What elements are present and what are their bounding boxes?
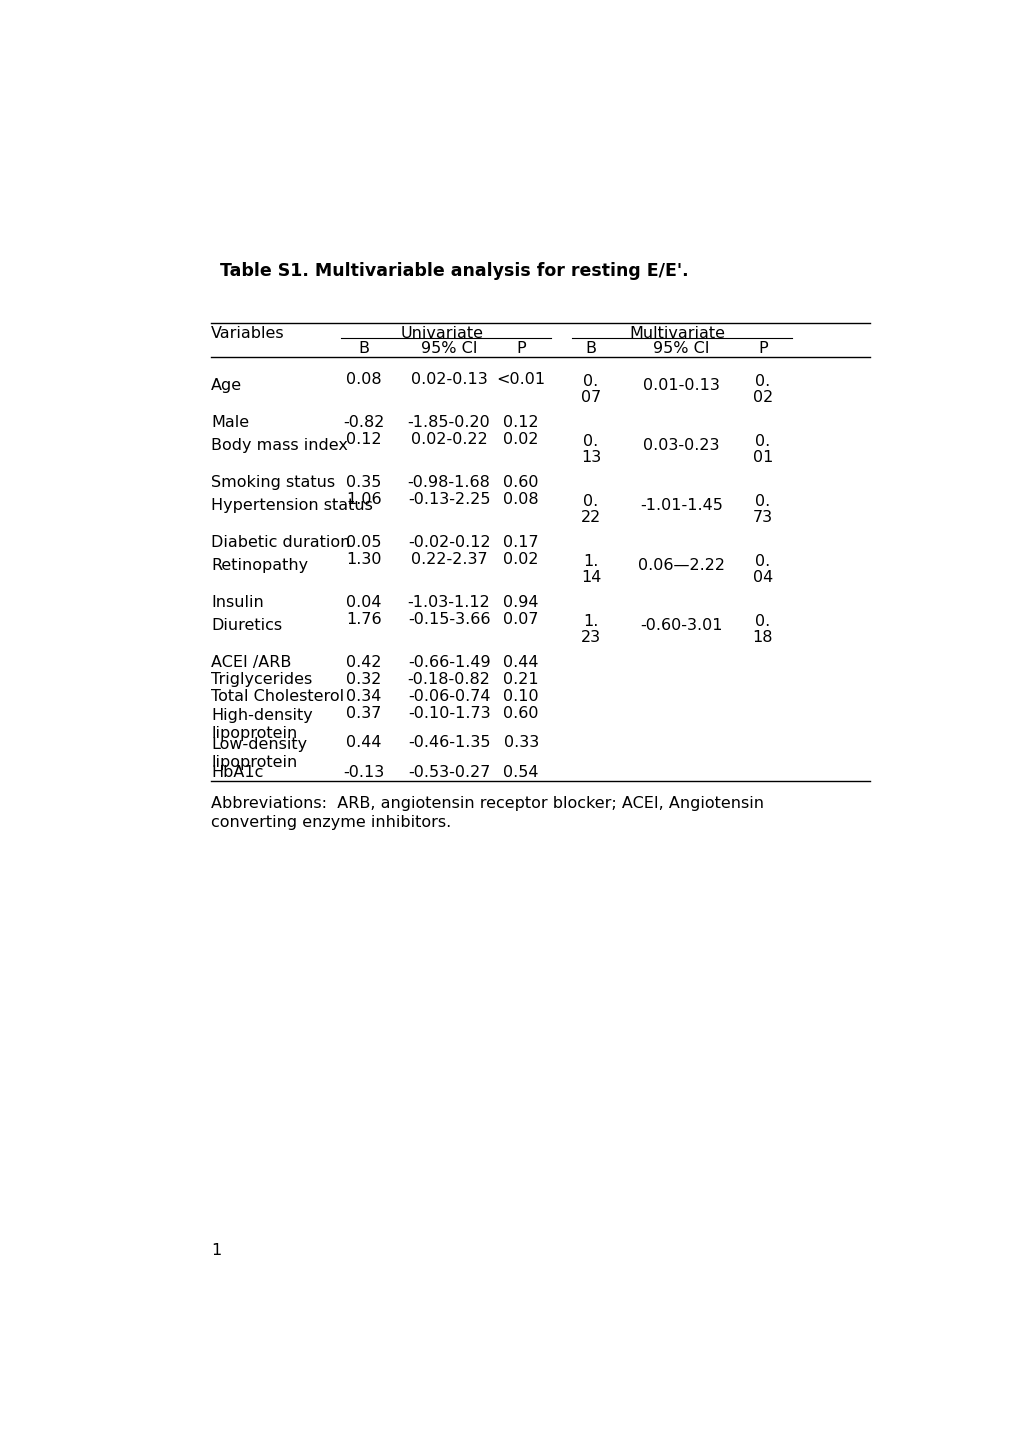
Text: High-density
lipoprotein: High-density lipoprotein [211, 707, 313, 742]
Text: 04: 04 [752, 570, 772, 584]
Text: P: P [516, 341, 526, 356]
Text: 0.21: 0.21 [503, 672, 538, 687]
Text: 0.05: 0.05 [345, 535, 381, 550]
Text: 0.33: 0.33 [503, 736, 538, 750]
Text: 0.37: 0.37 [345, 706, 381, 722]
Text: Variables: Variables [211, 326, 284, 342]
Text: -0.06-0.74: -0.06-0.74 [408, 690, 490, 704]
Text: 0.42: 0.42 [345, 655, 381, 671]
Text: Retinopathy: Retinopathy [211, 558, 308, 573]
Text: 0.01-0.13: 0.01-0.13 [643, 378, 719, 392]
Text: 0.08: 0.08 [345, 372, 381, 387]
Text: 0.44: 0.44 [345, 736, 381, 750]
Text: 0.: 0. [755, 434, 770, 449]
Text: 73: 73 [752, 509, 772, 525]
Text: 95% CI: 95% CI [653, 341, 709, 356]
Text: 07: 07 [580, 390, 600, 404]
Text: 13: 13 [580, 450, 600, 465]
Text: B: B [585, 341, 596, 356]
Text: 0.34: 0.34 [345, 690, 381, 704]
Text: HbA1c: HbA1c [211, 765, 263, 779]
Text: 01: 01 [752, 450, 772, 465]
Text: 0.06—2.22: 0.06—2.22 [638, 558, 725, 573]
Text: 0.44: 0.44 [503, 655, 538, 671]
Text: 0.10: 0.10 [503, 690, 538, 704]
Text: -0.18-0.82: -0.18-0.82 [408, 672, 490, 687]
Text: -0.60-3.01: -0.60-3.01 [640, 619, 722, 633]
Text: 0.02: 0.02 [503, 431, 538, 447]
Text: 22: 22 [580, 509, 600, 525]
Text: 0.35: 0.35 [345, 475, 381, 491]
Text: 0.: 0. [755, 495, 770, 509]
Text: 1.76: 1.76 [345, 612, 381, 628]
Text: -0.13-2.25: -0.13-2.25 [408, 492, 490, 506]
Text: 0.02: 0.02 [503, 553, 538, 567]
Text: 18: 18 [752, 629, 772, 645]
Text: -0.82: -0.82 [342, 416, 384, 430]
Text: -0.98-1.68: -0.98-1.68 [408, 475, 490, 491]
Text: Diuretics: Diuretics [211, 619, 282, 633]
Text: -0.53-0.27: -0.53-0.27 [408, 765, 490, 779]
Text: 0.07: 0.07 [503, 612, 538, 628]
Text: 1.30: 1.30 [345, 553, 381, 567]
Text: -0.46-1.35: -0.46-1.35 [408, 736, 490, 750]
Text: Total Cholesterol: Total Cholesterol [211, 690, 344, 704]
Text: ACEI /ARB: ACEI /ARB [211, 655, 291, 671]
Text: 0.: 0. [755, 554, 770, 570]
Text: -0.66-1.49: -0.66-1.49 [408, 655, 490, 671]
Text: Multivariate: Multivariate [629, 326, 725, 341]
Text: converting enzyme inhibitors.: converting enzyme inhibitors. [211, 815, 451, 830]
Text: 02: 02 [752, 390, 772, 404]
Text: Table S1. Multivariable analysis for resting E/E'.: Table S1. Multivariable analysis for res… [220, 261, 689, 280]
Text: 1: 1 [211, 1244, 221, 1258]
Text: 0.03-0.23: 0.03-0.23 [643, 439, 719, 453]
Text: B: B [358, 341, 369, 356]
Text: <0.01: <0.01 [496, 372, 545, 387]
Text: 95% CI: 95% CI [421, 341, 477, 356]
Text: 0.: 0. [583, 434, 598, 449]
Text: -1.01-1.45: -1.01-1.45 [640, 498, 722, 514]
Text: 1.: 1. [583, 615, 598, 629]
Text: -0.02-0.12: -0.02-0.12 [408, 535, 490, 550]
Text: 0.04: 0.04 [345, 596, 381, 610]
Text: 1.: 1. [583, 554, 598, 570]
Text: Triglycerides: Triglycerides [211, 672, 312, 687]
Text: 23: 23 [580, 629, 600, 645]
Text: 0.: 0. [755, 615, 770, 629]
Text: 0.32: 0.32 [345, 672, 381, 687]
Text: 0.22-2.37: 0.22-2.37 [411, 553, 487, 567]
Text: Abbreviations:  ARB, angiotensin receptor blocker; ACEI, Angiotensin: Abbreviations: ARB, angiotensin receptor… [211, 797, 763, 811]
Text: -0.13: -0.13 [343, 765, 384, 779]
Text: 0.60: 0.60 [503, 706, 538, 722]
Text: 1.06: 1.06 [345, 492, 381, 506]
Text: 0.12: 0.12 [345, 431, 381, 447]
Text: 0.02-0.13: 0.02-0.13 [411, 372, 487, 387]
Text: 0.: 0. [583, 495, 598, 509]
Text: Hypertension status: Hypertension status [211, 498, 373, 514]
Text: -0.15-3.66: -0.15-3.66 [408, 612, 490, 628]
Text: 0.02-0.22: 0.02-0.22 [411, 431, 487, 447]
Text: 0.94: 0.94 [503, 596, 538, 610]
Text: -0.10-1.73: -0.10-1.73 [408, 706, 490, 722]
Text: Diabetic duration: Diabetic duration [211, 535, 351, 550]
Text: Univariate: Univariate [400, 326, 484, 341]
Text: -1.03-1.12: -1.03-1.12 [408, 596, 490, 610]
Text: 0.17: 0.17 [503, 535, 538, 550]
Text: 0.54: 0.54 [503, 765, 538, 779]
Text: 0.: 0. [755, 374, 770, 390]
Text: Low-density
lipoprotein: Low-density lipoprotein [211, 737, 307, 771]
Text: P: P [757, 341, 767, 356]
Text: Smoking status: Smoking status [211, 475, 335, 491]
Text: Male: Male [211, 416, 249, 430]
Text: 0.: 0. [583, 374, 598, 390]
Text: Age: Age [211, 378, 243, 392]
Text: Insulin: Insulin [211, 596, 264, 610]
Text: 0.12: 0.12 [503, 416, 538, 430]
Text: 0.60: 0.60 [503, 475, 538, 491]
Text: -1.85-0.20: -1.85-0.20 [408, 416, 490, 430]
Text: 0.08: 0.08 [503, 492, 538, 506]
Text: Body mass index: Body mass index [211, 439, 347, 453]
Text: 14: 14 [580, 570, 600, 584]
